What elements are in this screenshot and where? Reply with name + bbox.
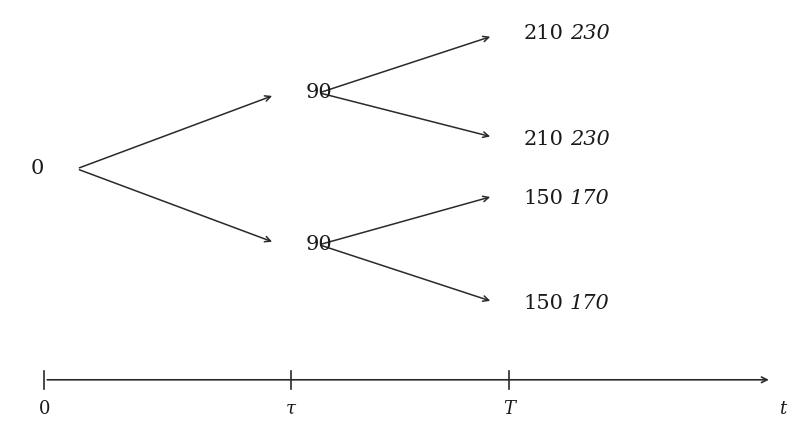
Text: 90: 90: [305, 83, 332, 103]
Text: 150: 150: [524, 294, 564, 314]
Text: 230: 230: [570, 130, 609, 149]
Text: t: t: [779, 400, 785, 418]
Text: τ: τ: [286, 400, 296, 418]
Text: 210: 210: [524, 24, 564, 43]
Text: 170: 170: [570, 294, 609, 314]
Text: 0: 0: [31, 159, 44, 179]
Text: 90: 90: [305, 235, 332, 254]
Text: 150: 150: [524, 189, 564, 208]
Text: 230: 230: [570, 24, 609, 43]
Text: T: T: [503, 400, 515, 418]
Text: 170: 170: [570, 189, 609, 208]
Text: 0: 0: [39, 400, 50, 418]
Text: 210: 210: [524, 130, 564, 149]
